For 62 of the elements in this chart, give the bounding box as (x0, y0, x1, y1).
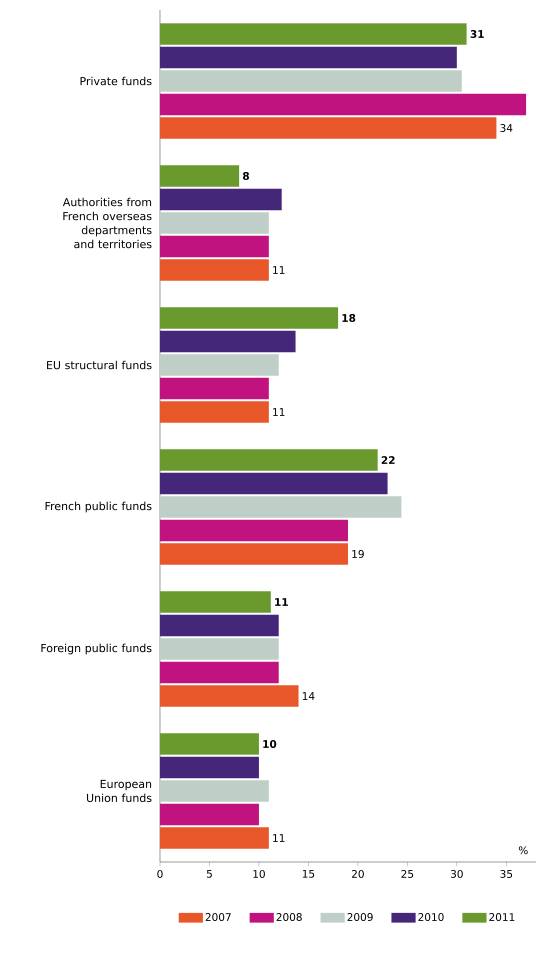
data-label: 11 (273, 408, 284, 416)
data-label: 11 (275, 598, 288, 606)
x-axis-title: % (518, 846, 528, 854)
bar (160, 165, 240, 187)
data-label: 14 (302, 692, 314, 700)
bar (160, 804, 259, 826)
bar (160, 117, 496, 139)
bar (160, 780, 269, 802)
bar (160, 591, 271, 613)
y-tick-label: Authorities from French overseas departments and territories (62, 198, 152, 248)
data-label: 19 (352, 550, 364, 558)
bar (160, 307, 338, 329)
bar (160, 496, 402, 518)
x-tick-label: 25 (401, 870, 414, 878)
bar (160, 543, 348, 565)
data-label: 10 (263, 740, 276, 748)
x-tick-label: 35 (500, 870, 512, 878)
bar (160, 23, 467, 45)
bar (160, 472, 388, 494)
x-tick-label: 5 (206, 870, 212, 878)
bar (160, 94, 526, 116)
bar (160, 401, 269, 423)
y-tick-label: European Union funds (87, 780, 152, 802)
y-tick-label: Foreign public funds (41, 644, 152, 654)
bar (160, 756, 259, 778)
bar (160, 46, 457, 68)
data-label: 31 (470, 30, 484, 38)
x-tick-label: 0 (157, 870, 163, 878)
x-tick-label: 20 (352, 870, 364, 878)
bar (160, 188, 282, 210)
bar (160, 520, 348, 542)
legend-label: 2009 (347, 913, 373, 921)
y-tick-label: Private funds (80, 76, 152, 86)
bar (160, 378, 269, 400)
x-tick-label: 10 (253, 870, 265, 878)
bar (160, 662, 279, 684)
x-tick-label: 15 (302, 870, 314, 878)
data-label: 22 (382, 456, 395, 464)
legend-label: 2010 (418, 913, 444, 921)
data-label: 11 (273, 266, 284, 274)
bar (160, 827, 269, 849)
bar (160, 733, 259, 755)
bar (160, 614, 279, 636)
data-label: 8 (242, 172, 249, 180)
data-label: 11 (273, 834, 284, 842)
bar (160, 70, 462, 92)
data-label: 18 (342, 314, 356, 322)
bar (160, 354, 279, 376)
y-tick-label: French public funds (46, 502, 152, 512)
y-tick-label: EU structural funds (47, 360, 152, 370)
data-label: 34 (500, 124, 512, 132)
bar (160, 259, 269, 281)
bar (160, 236, 269, 258)
legend-label: 2007 (206, 913, 231, 921)
legend-label: 2011 (489, 913, 514, 921)
bar (160, 638, 279, 660)
bar (160, 212, 269, 234)
bar (160, 449, 378, 471)
bar (160, 685, 299, 707)
x-tick-label: 30 (450, 870, 463, 878)
bar (160, 330, 296, 352)
legend-label: 2008 (276, 913, 302, 921)
